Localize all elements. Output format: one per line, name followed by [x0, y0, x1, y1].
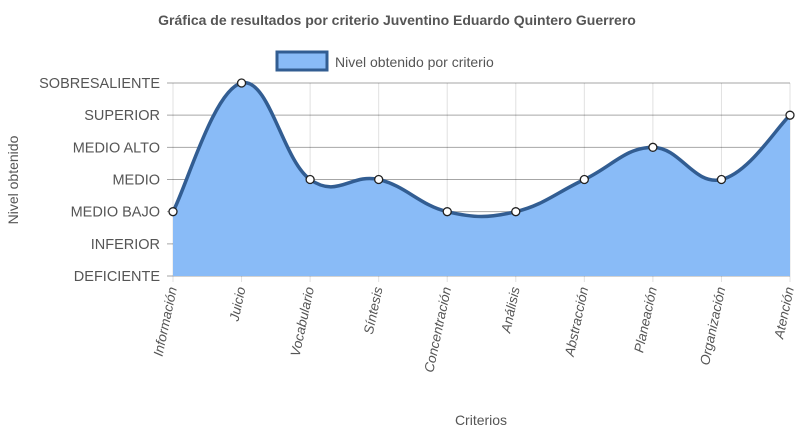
legend[interactable]: Nivel obtenido por criterio [275, 50, 494, 72]
y-axis-label: Nivel obtenido [5, 135, 21, 224]
x-tick-label: Abstracción [562, 286, 592, 359]
x-tick-label: Síntesis [361, 285, 386, 335]
data-point-6[interactable] [579, 174, 589, 185]
legend-label[interactable]: Nivel obtenido por criterio [335, 54, 494, 70]
x-tick-label: Organización [697, 286, 728, 367]
data-point-5[interactable] [511, 207, 521, 217]
x-tick-label: Atención [771, 286, 795, 341]
data-point-0[interactable] [168, 207, 178, 217]
chart-title: Gráfica de resultados por criterio Juven… [158, 12, 636, 28]
legend-swatch[interactable] [275, 50, 329, 72]
x-tick-label: Análisis [498, 285, 523, 335]
series-area [171, 81, 792, 276]
y-tick-label: MEDIO ALTO [73, 140, 160, 156]
y-axis-ticks: DEFICIENTE INFERIOR MEDIO BAJO MEDIO MEDIO A… [39, 76, 160, 285]
x-axis-ticks: Información Juicio Vocabulario Síntesis Conc… [151, 285, 795, 374]
x-tick-label: Planeación [631, 286, 660, 354]
x-tick-label: Juicio [226, 285, 248, 323]
data-point-7[interactable] [648, 142, 658, 152]
data-point-9[interactable] [785, 110, 795, 120]
y-tick-label: SUPERIOR [84, 108, 160, 124]
data-point-4[interactable] [442, 207, 452, 217]
x-tick-label: Concentración [421, 286, 454, 374]
y-tick-label: MEDIO [112, 173, 160, 189]
y-tick-label: MEDIO BAJO [71, 205, 160, 221]
series-fill [173, 82, 790, 276]
y-tick-label: SOBRESALIENTE [39, 76, 160, 92]
data-point-3[interactable] [374, 174, 384, 185]
y-tick-label: INFERIOR [91, 237, 160, 253]
data-point-8[interactable] [716, 174, 727, 185]
data-point-1[interactable] [236, 78, 247, 88]
y-tick-label: DEFICIENTE [74, 269, 161, 285]
data-points [168, 78, 795, 217]
x-tick-label: Información [151, 286, 180, 358]
data-point-2[interactable] [305, 174, 315, 185]
x-axis-label: Criterios [455, 412, 507, 428]
x-tick-label: Vocabulario [288, 285, 317, 358]
series-line [171, 81, 792, 219]
